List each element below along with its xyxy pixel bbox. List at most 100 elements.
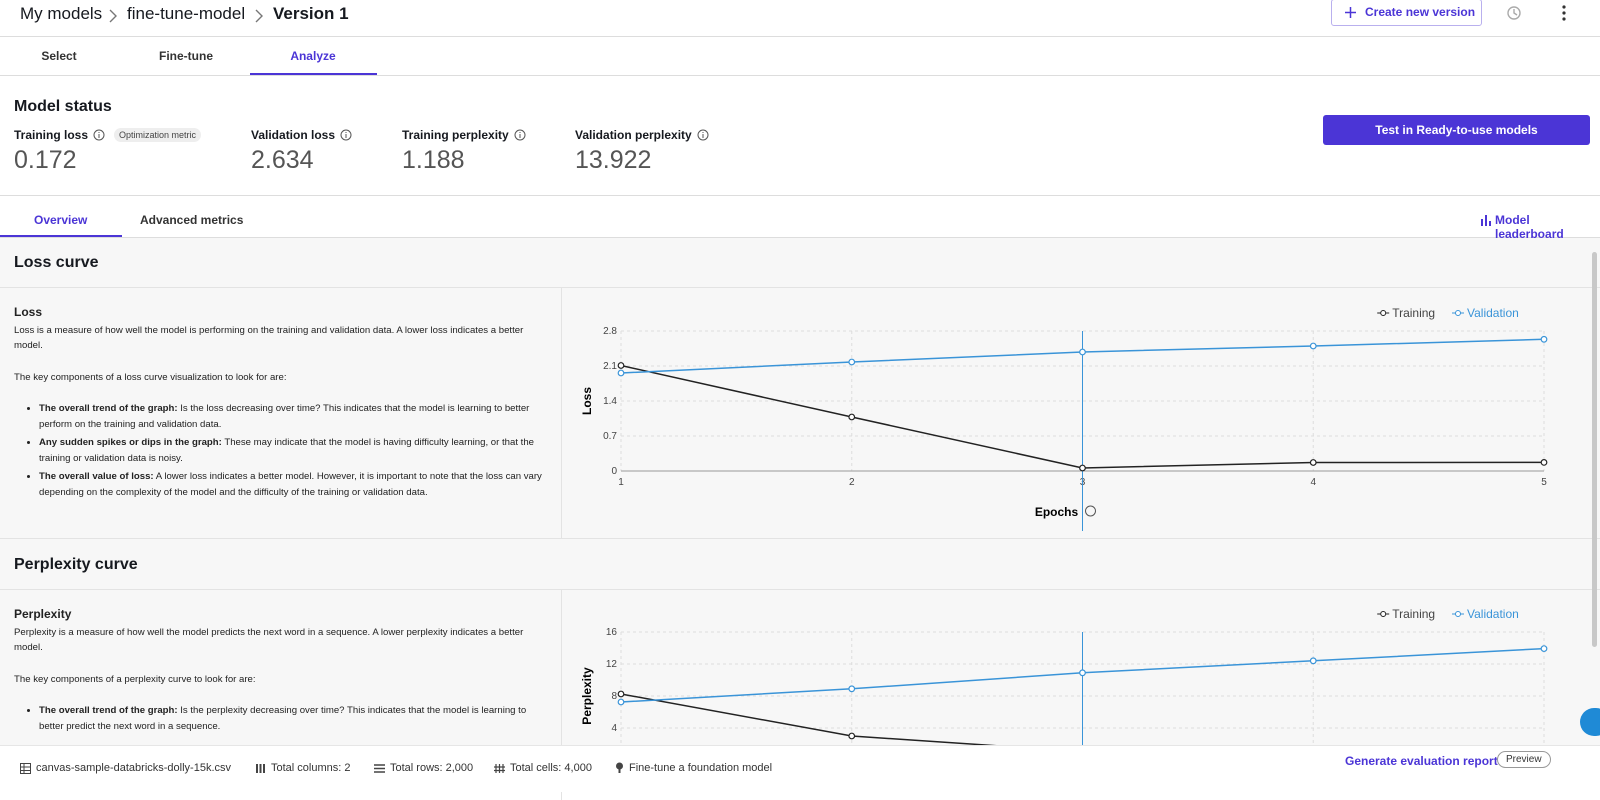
metric-name: Validation loss — [251, 128, 336, 142]
data-point — [848, 732, 856, 740]
metric-label: Validation perplexity — [575, 128, 709, 142]
metric-value: 0.172 — [14, 146, 77, 174]
breadcrumb-link[interactable]: fine-tune-model — [127, 4, 246, 23]
tab-indicator — [250, 73, 377, 75]
breadcrumb-link[interactable]: My models — [20, 4, 103, 23]
bullet: The overall trend of the graph: Is the l… — [39, 401, 542, 432]
test-button[interactable]: Test in Ready-to-use models — [1323, 115, 1590, 145]
badge: Optimization metric — [114, 128, 202, 142]
info-icon[interactable] — [340, 129, 352, 141]
bullet-bold: Any sudden spikes or dips in the graph: — [39, 437, 222, 448]
tab[interactable]: Select — [41, 49, 77, 63]
y-axis-label: Loss — [580, 387, 594, 415]
button-label: Create new version — [1365, 5, 1476, 19]
info-icon[interactable] — [697, 129, 709, 141]
paragraph: The key components of a loss curve visua… — [14, 371, 287, 383]
section-title: Perplexity curve — [14, 556, 138, 573]
sub-tab[interactable]: Advanced metrics — [140, 213, 244, 227]
metric-label: Validation loss — [251, 128, 352, 142]
sub-tab-bar: Overview Advanced metrics Model leaderbo… — [0, 196, 1600, 241]
create-version-button[interactable]: Create new version — [1331, 0, 1482, 26]
divider — [0, 287, 1600, 288]
divider — [0, 589, 1600, 590]
description: Perplexity Perplexity is a measure of ho… — [14, 607, 542, 737]
bullet-text: Is the loss decreasing over time? This i… — [39, 403, 530, 430]
scrollbar[interactable] — [1592, 252, 1597, 647]
description: Loss Loss is a measure of how well the m… — [14, 305, 542, 503]
footer: canvas-sample-databricks-dolly-15k.csv T… — [0, 745, 1600, 792]
y-tick-label: 8 — [611, 691, 617, 702]
data-point — [848, 413, 856, 421]
icon — [374, 763, 385, 773]
footer-text: canvas-sample-databricks-dolly-15k.csv — [36, 762, 232, 774]
footer-item: Total rows: 2,000 — [374, 762, 473, 774]
data-point — [848, 685, 856, 693]
bullet-list: The overall trend of the graph: Is the l… — [14, 401, 542, 500]
divider — [0, 538, 1600, 539]
history-icon[interactable] — [1506, 5, 1522, 21]
metric-name: Training loss — [14, 128, 89, 142]
bullet-bold: The overall value of loss: — [39, 471, 154, 482]
y-axis-label: Perplexity — [580, 667, 594, 725]
metric-name: Validation perplexity — [575, 128, 692, 142]
data-point — [848, 358, 856, 366]
tab[interactable]: Fine-tune — [159, 49, 213, 63]
icon — [616, 762, 623, 773]
loss-chart: 00.71.42.12.812345LossEpochsValidationTr… — [580, 306, 1548, 531]
breadcrumb-current: Version 1 — [273, 4, 349, 23]
chat-button[interactable] — [1580, 708, 1600, 736]
info-icon[interactable] — [514, 129, 526, 141]
divider — [561, 590, 562, 800]
data-point — [617, 690, 625, 698]
data-point — [617, 362, 625, 369]
footer-text: Fine-tune a foundation model — [629, 762, 773, 774]
x-tick-label: 5 — [1541, 477, 1547, 488]
legend-label: Validation — [1467, 306, 1519, 320]
metric-label: Training perplexity — [402, 128, 526, 142]
bullet-text: A lower loss indicates a better model. H… — [39, 471, 542, 498]
heading: Perplexity — [14, 607, 72, 621]
leaderboard-icon — [1481, 215, 1491, 226]
data-point — [1079, 464, 1086, 472]
x-tick-label: 1 — [618, 477, 624, 488]
content: Loss curve Loss Loss is a measure of how… — [0, 238, 1600, 800]
tab-bar: Select Fine-tune Analyze — [0, 37, 1600, 76]
header: My models fine-tune-model Version 1 Crea… — [0, 0, 1600, 37]
paragraph: Loss is a measure of how well the model … — [14, 324, 524, 352]
bullet: Any sudden spikes or dips in the graph: … — [39, 435, 542, 466]
info-icon — [1085, 505, 1096, 517]
y-tick-label: 0 — [611, 466, 617, 477]
footer-item: Total cells: 4,000 — [494, 762, 592, 774]
more-icon[interactable] — [1561, 4, 1567, 22]
sub-tab-active[interactable]: Overview — [34, 213, 88, 227]
y-tick-label: 16 — [606, 627, 618, 638]
data-point — [1540, 458, 1548, 466]
bullet: The overall value of loss: A lower loss … — [39, 469, 542, 500]
info-icon[interactable] — [93, 129, 105, 141]
legend-label: Training — [1392, 306, 1435, 320]
icon — [256, 763, 265, 773]
chevron — [109, 9, 117, 23]
x-tick-label: 4 — [1310, 477, 1316, 488]
preview-badge: Preview — [1497, 751, 1551, 768]
x-tick-label: 2 — [849, 477, 855, 488]
divider — [561, 288, 562, 538]
footer-text: Total cells: 4,000 — [510, 762, 592, 774]
icon — [20, 762, 31, 774]
data-point — [1079, 669, 1086, 677]
bullet: The overall trend of the graph: Is the p… — [39, 703, 542, 734]
chevron — [255, 9, 263, 23]
tab-active[interactable]: Analyze — [290, 49, 336, 63]
report-link[interactable]: Generate evaluation report — [1345, 754, 1498, 768]
bullet-text: Is the perplexity decreasing over time? … — [39, 705, 527, 732]
data-point — [1309, 342, 1317, 350]
legend-swatch — [1380, 310, 1387, 316]
icon — [494, 763, 505, 773]
metric-value: 13.922 — [575, 146, 652, 174]
y-tick-label: 2.1 — [603, 361, 617, 372]
data-point — [1309, 459, 1317, 466]
heading: Loss — [14, 305, 43, 319]
data-point — [1540, 645, 1548, 653]
leaderboard-link[interactable]: Model leaderboard — [1495, 213, 1564, 241]
